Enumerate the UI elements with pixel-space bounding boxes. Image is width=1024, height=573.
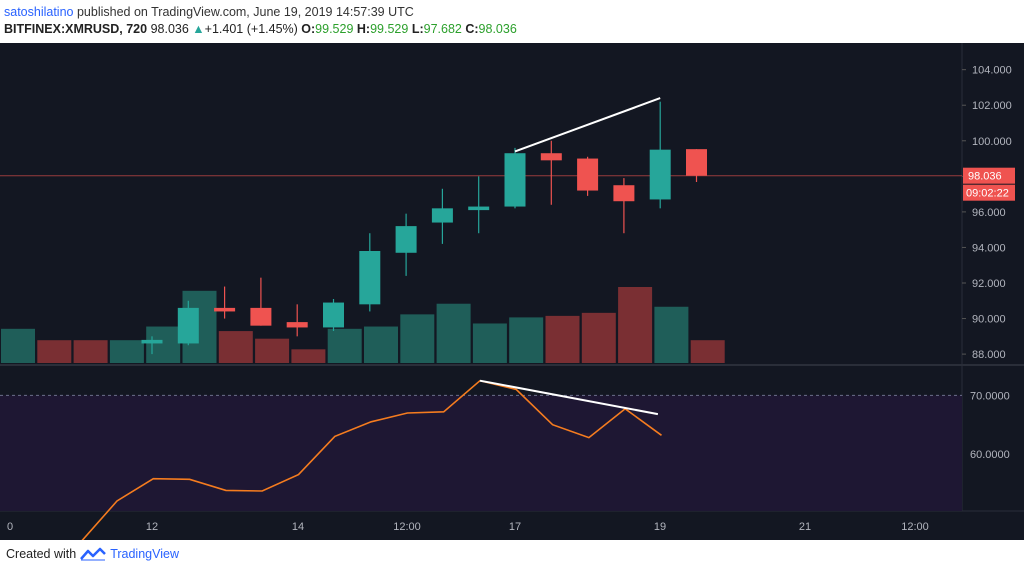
price-tick-label: 92.000 [972, 278, 1006, 290]
rsi-tick-label: 70.0000 [970, 390, 1010, 402]
candle-body [577, 158, 599, 191]
price-trendline [514, 97, 661, 153]
candle-body [286, 322, 308, 328]
volume-bar [364, 326, 398, 363]
volume-bar [218, 331, 253, 363]
published-text: published on TradingView.com, June 19, 2… [76, 5, 414, 19]
symbol-label: BITFINEX:XMRUSD, 720 [4, 22, 148, 36]
rsi-tick-label: 60.0000 [970, 449, 1010, 461]
last-price: 98.036 [150, 22, 189, 36]
close-value: 98.036 [478, 22, 517, 36]
volume-bar [146, 326, 181, 363]
low-value: 97.682 [423, 22, 462, 36]
current-price-label: 98.036 [968, 171, 1002, 183]
time-tick-label: 14 [292, 521, 304, 533]
candle-body [540, 153, 562, 161]
candle-body [177, 307, 199, 344]
volume-bar [73, 340, 108, 363]
volume-bar [327, 328, 362, 363]
time-tick-label: 12 [146, 521, 158, 533]
volume-bar [37, 340, 72, 363]
tradingview-logo-icon [80, 547, 107, 561]
chart-header: satoshilatino published on TradingView.c… [4, 4, 1020, 38]
candle-body [431, 208, 453, 223]
footer: Created with TradingView [6, 547, 179, 561]
time-tick-label: 17 [509, 521, 521, 533]
volume-bar [654, 306, 689, 363]
low-label: L: [411, 22, 424, 36]
volume-bar [545, 315, 580, 363]
candle-body [649, 149, 671, 200]
countdown-badge [963, 184, 1015, 201]
time-tick-label: 12:00 [901, 521, 929, 533]
candle-body [395, 226, 417, 253]
volume-bar [255, 338, 290, 363]
tradingview-brand[interactable]: TradingView [110, 547, 179, 561]
price-tick-label: 90.000 [972, 314, 1006, 326]
volume-bar [690, 340, 725, 363]
rsi-band [0, 395, 962, 511]
volume-bar [291, 349, 326, 363]
price-tick-label: 102.000 [972, 100, 1012, 112]
volume-bar [1, 328, 35, 363]
created-with-text: Created with [6, 547, 77, 561]
price-tick-label: 96.000 [972, 207, 1006, 219]
close-label: C: [465, 22, 479, 36]
candle-body [468, 206, 490, 211]
volume-bar [109, 340, 144, 363]
candle-body [504, 153, 526, 207]
volume-bar [509, 317, 544, 363]
author-link[interactable]: satoshilatino [4, 5, 74, 19]
current-price-badge [963, 167, 1015, 184]
open-value: 99.529 [315, 22, 354, 36]
volume-bar [400, 314, 435, 363]
countdown-label: 09:02:22 [966, 188, 1009, 200]
publish-info: satoshilatino published on TradingView.c… [4, 4, 1020, 21]
price-tick-label: 88.000 [972, 349, 1006, 361]
candle-body [686, 149, 707, 176]
candle-body [250, 307, 272, 326]
open-label: O: [301, 22, 316, 36]
price-chart[interactable]: 104.000102.000100.00098.00096.00094.0009… [0, 43, 1024, 540]
rsi-trendline [479, 379, 659, 416]
candle-body [323, 302, 344, 328]
time-tick-label: 19 [654, 521, 666, 533]
high-label: H: [356, 22, 371, 36]
volume-bar [581, 312, 616, 363]
time-tick-label: 12:00 [393, 521, 421, 533]
up-arrow-icon: ▲ [192, 22, 205, 36]
rsi-line [81, 379, 662, 540]
volume-bar [472, 323, 507, 363]
volume-bar [618, 287, 653, 363]
candle-body [359, 251, 381, 305]
candle-body [214, 307, 236, 312]
price-tick-label: 100.000 [972, 136, 1012, 148]
volume-bar [436, 303, 471, 363]
price-tick-label: 94.000 [972, 242, 1006, 254]
price-change: +1.401 (+1.45%) [204, 22, 298, 36]
time-tick-label: 21 [799, 521, 811, 533]
high-value: 99.529 [370, 22, 409, 36]
price-tick-label: 104.000 [972, 65, 1012, 77]
candle-body [141, 339, 163, 344]
symbol-info: BITFINEX:XMRUSD, 720 98.036 ▲+1.401 (+1.… [4, 21, 1020, 38]
time-tick-label: 0 [7, 521, 13, 533]
candle-body [613, 185, 635, 202]
